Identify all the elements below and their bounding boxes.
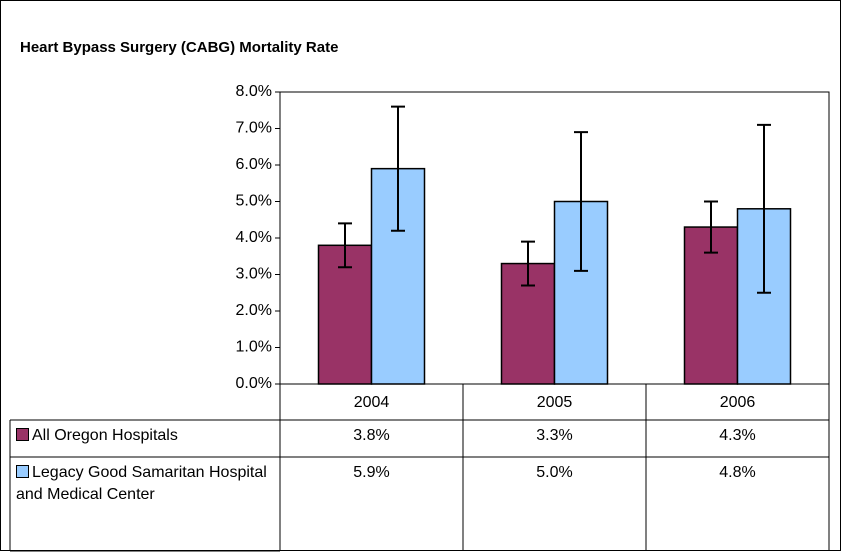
- error-bar: [338, 222, 352, 269]
- table-value: 3.3%: [536, 427, 573, 444]
- error-bar: [391, 105, 405, 232]
- error-bar: [521, 240, 535, 287]
- legend-cell: All Oregon Hospitals: [16, 425, 274, 447]
- y-tick-label: 8.0%: [236, 83, 272, 100]
- table-value: 3.8%: [353, 427, 390, 444]
- legend-key: [16, 465, 29, 478]
- legend-label: Legacy Good Samaritan Hospital and Medic…: [16, 464, 267, 503]
- y-tick-label: 7.0%: [236, 120, 272, 137]
- table-value: 4.3%: [719, 427, 756, 444]
- legend-label: All Oregon Hospitals: [32, 427, 178, 444]
- y-tick-label: 6.0%: [236, 156, 272, 173]
- y-tick-label: 3.0%: [236, 266, 272, 283]
- y-tick-label: 5.0%: [236, 193, 272, 210]
- y-tick-label: 2.0%: [236, 302, 272, 319]
- legend-cell: Legacy Good Samaritan Hospital and Medic…: [16, 462, 274, 506]
- x-tick-label: 2005: [537, 394, 573, 411]
- y-tick-label: 4.0%: [236, 229, 272, 246]
- x-tick-label: 2006: [720, 394, 756, 411]
- table-value: 4.8%: [719, 464, 756, 481]
- error-bar: [574, 131, 588, 272]
- error-bar: [704, 200, 718, 254]
- table-value: 5.9%: [353, 464, 390, 481]
- table-value: 5.0%: [536, 464, 573, 481]
- x-tick-label: 2004: [354, 394, 390, 411]
- legend-key: [16, 428, 29, 441]
- y-tick-label: 0.0%: [236, 375, 272, 392]
- error-bar: [757, 123, 771, 294]
- y-tick-label: 1.0%: [236, 339, 272, 356]
- chart-title: Heart Bypass Surgery (CABG) Mortality Ra…: [20, 39, 338, 56]
